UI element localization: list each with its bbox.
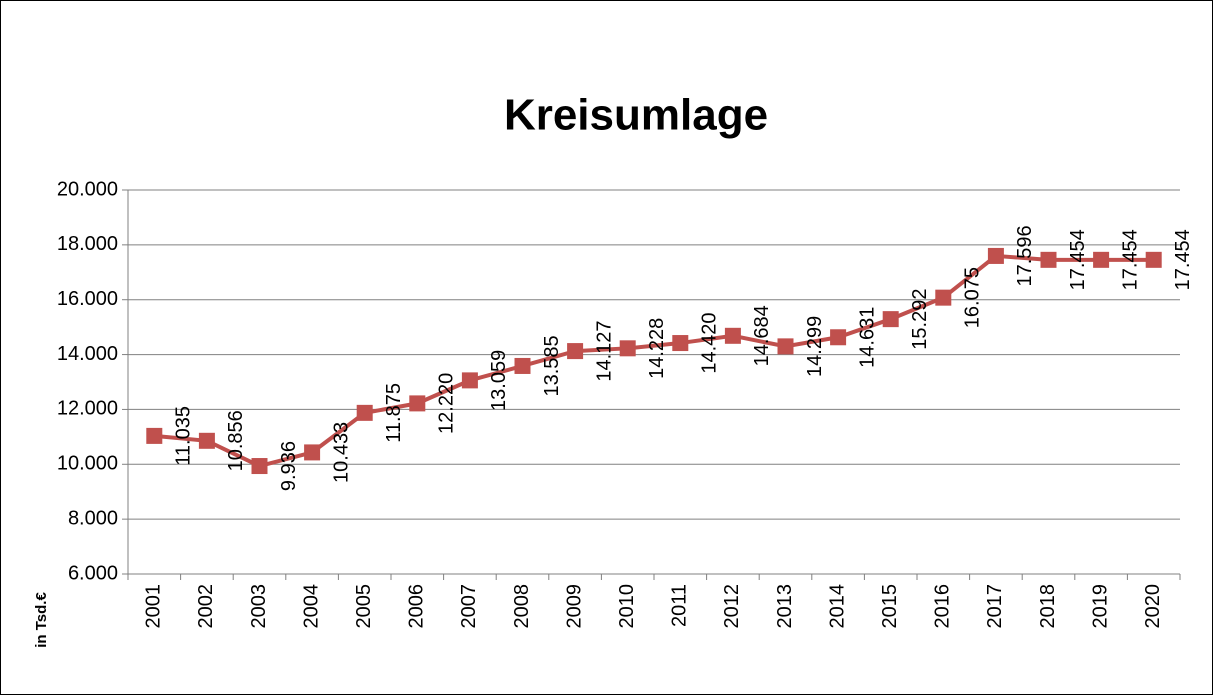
- marker: [619, 340, 636, 357]
- marker: [1145, 251, 1162, 268]
- x-tick-label: 2006: [406, 584, 428, 629]
- x-tick-label: 2008: [511, 584, 533, 629]
- data-label: 17.454: [1119, 229, 1141, 290]
- y-tick-label: 12.000: [57, 398, 118, 420]
- marker: [514, 357, 531, 374]
- y-axis-label: in Tsd.€: [33, 592, 50, 648]
- marker: [882, 311, 899, 328]
- x-tick-label: 2017: [984, 584, 1006, 629]
- x-tick-label: 2020: [1142, 584, 1164, 629]
- x-tick-label: 2019: [1089, 584, 1111, 629]
- x-tick-label: 2003: [248, 584, 270, 629]
- x-tick-label: 2001: [143, 584, 165, 629]
- marker: [1093, 251, 1110, 268]
- x-tick-label: 2011: [669, 584, 691, 627]
- line: [154, 253, 1154, 469]
- marker: [356, 404, 373, 421]
- marker: [777, 338, 794, 355]
- y-tick-label: 20.000: [57, 178, 118, 200]
- data-label: 9.936: [278, 441, 300, 491]
- data-label: 14.299: [804, 316, 826, 377]
- data-label: 14.684: [751, 305, 773, 366]
- data-label: 10.856: [225, 410, 247, 471]
- x-tick-label: 2009: [563, 584, 585, 629]
- x-tick-label: 2013: [774, 584, 796, 629]
- marker: [251, 458, 268, 475]
- chart-title: Kreisumlage: [504, 91, 768, 140]
- marker: [1040, 251, 1057, 268]
- data-label: 14.127: [593, 321, 615, 382]
- marker: [304, 444, 321, 461]
- x-tick-label: 2016: [932, 584, 954, 629]
- data-label: 12.220: [436, 373, 458, 434]
- data-label: 13.585: [541, 335, 563, 396]
- data-label: 14.631: [856, 307, 878, 368]
- y-tick-label: 14.000: [57, 343, 118, 365]
- data-label: 11.035: [173, 406, 195, 466]
- y-tick-label: 6.000: [68, 562, 118, 584]
- x-tick-label: 2004: [300, 584, 322, 629]
- marker: [409, 395, 426, 412]
- marker: [567, 343, 584, 360]
- data-label: 17.454: [1172, 229, 1194, 290]
- x-tick-label: 2015: [879, 584, 901, 629]
- marker: [724, 327, 741, 344]
- y-tick-label: 16.000: [57, 288, 118, 310]
- x-tick-label: 2010: [616, 584, 638, 629]
- data-label: 11.875: [383, 383, 405, 443]
- x-tick-label: 2012: [721, 584, 743, 629]
- marker: [146, 427, 163, 444]
- y-tick-label: 8.000: [68, 507, 118, 529]
- data-label: 10.433: [330, 422, 352, 483]
- data-label: 17.596: [1014, 225, 1036, 286]
- marker: [198, 432, 215, 449]
- y-tick-label: 10.000: [57, 453, 118, 475]
- data-label: 14.228: [646, 318, 668, 379]
- marker: [935, 289, 952, 306]
- data-label: 15.292: [909, 289, 931, 350]
- x-tick-label: 2005: [353, 584, 375, 629]
- marker: [830, 329, 847, 346]
- x-tick-label: 2014: [826, 584, 848, 629]
- marker: [461, 372, 478, 389]
- x-tick-label: 2018: [1037, 584, 1059, 629]
- x-tick-label: 2002: [195, 584, 217, 629]
- marker: [987, 247, 1004, 264]
- marker: [672, 335, 689, 352]
- data-label: 13.059: [488, 350, 510, 411]
- data-label: 14.420: [699, 312, 721, 373]
- data-label: 16.075: [962, 267, 984, 328]
- data-label: 17.454: [1067, 229, 1089, 290]
- x-tick-label: 2007: [458, 584, 480, 629]
- y-tick-label: 18.000: [57, 233, 118, 255]
